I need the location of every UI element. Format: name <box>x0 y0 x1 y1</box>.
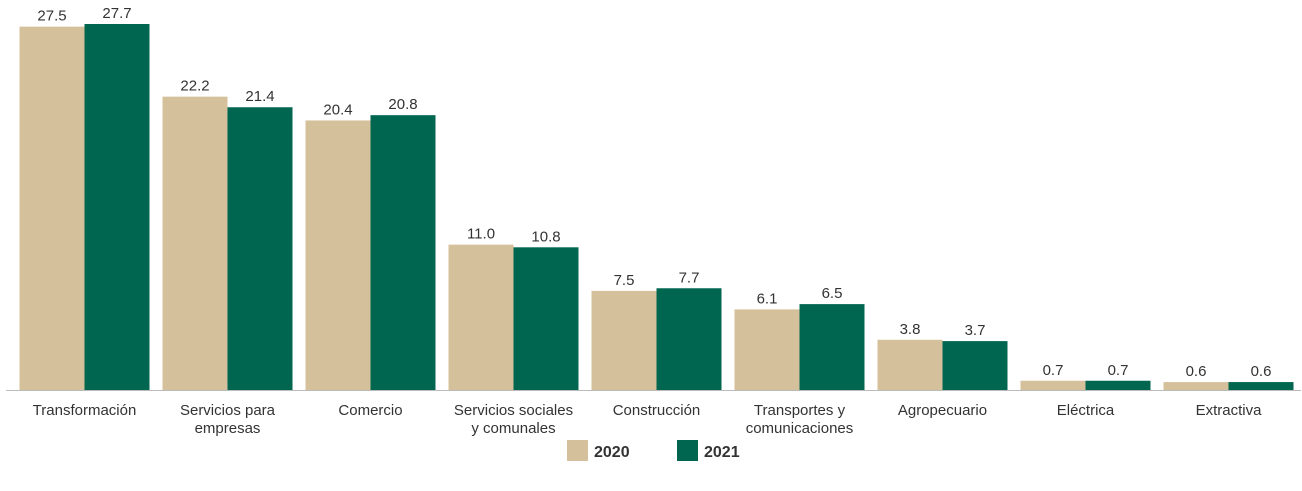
x-tick-label: Servicios para empresas <box>179 402 276 437</box>
value-label: 7.5 <box>614 272 635 289</box>
bar <box>513 247 579 390</box>
x-tick-label: Agropecuario <box>897 402 988 419</box>
legend-label: 2021 <box>704 444 740 461</box>
bar <box>448 244 514 390</box>
bar <box>942 341 1008 390</box>
value-label: 27.7 <box>102 5 131 22</box>
bar <box>227 107 293 390</box>
bar <box>734 309 800 390</box>
bar <box>162 96 228 390</box>
legend-label: 2020 <box>594 444 630 461</box>
bar <box>19 26 85 390</box>
value-label: 0.7 <box>1043 362 1064 379</box>
bar <box>84 24 150 390</box>
bar <box>1085 380 1151 390</box>
legend-swatch <box>567 440 588 461</box>
bar <box>877 339 943 390</box>
bar <box>1228 382 1294 390</box>
x-tick-label: Transformación <box>32 402 137 419</box>
value-label: 3.8 <box>900 321 921 338</box>
bar <box>370 115 436 390</box>
x-tick-label: Servicios sociales y comunales <box>453 402 574 437</box>
x-tick-label: Extractiva <box>1195 402 1262 419</box>
value-label: 6.1 <box>757 290 778 307</box>
bar <box>591 290 657 390</box>
value-label: 10.8 <box>531 228 560 245</box>
x-tick-label: Comercio <box>338 402 403 419</box>
value-label: 3.7 <box>965 322 986 339</box>
value-label: 27.5 <box>37 8 66 25</box>
value-label: 21.4 <box>245 88 274 105</box>
bar <box>799 304 865 390</box>
value-label: 20.4 <box>323 101 352 118</box>
x-tick-label: Transportes y comunicaciones <box>745 402 854 437</box>
value-label: 0.6 <box>1251 363 1272 380</box>
bar <box>305 120 371 391</box>
value-label: 0.7 <box>1108 362 1129 379</box>
legend-swatch <box>677 440 698 461</box>
value-label: 6.5 <box>822 285 843 302</box>
value-label: 22.2 <box>180 78 209 95</box>
bar <box>656 288 722 390</box>
value-label: 20.8 <box>388 96 417 113</box>
value-label: 11.0 <box>467 226 495 243</box>
bar <box>1020 380 1086 390</box>
bar <box>1163 382 1229 390</box>
value-label: 0.6 <box>1186 363 1207 380</box>
x-tick-label: Eléctrica <box>1056 402 1115 419</box>
x-tick-label: Construcción <box>612 402 701 419</box>
value-label: 7.7 <box>679 269 700 286</box>
